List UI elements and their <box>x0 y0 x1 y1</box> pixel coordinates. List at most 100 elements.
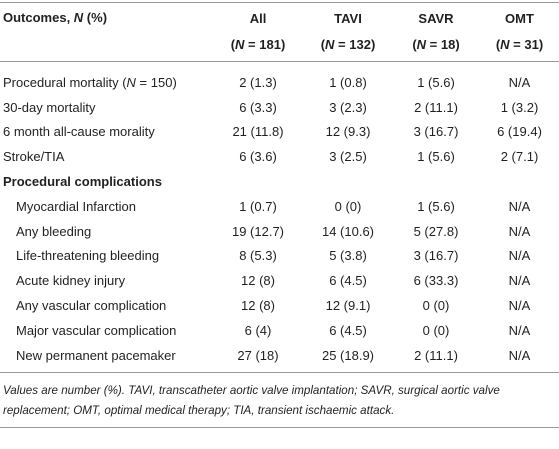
value-cell: 1 (5.6) <box>417 74 455 90</box>
table-row: Life-threatening bleeding 8 (5.3) 5 (3.8) 3… <box>0 244 559 269</box>
row-label: Life-threatening bleeding <box>0 244 212 269</box>
table-header: Outcomes, N (%) All (N = 181) TAVI (N = 132)… <box>0 2 559 62</box>
text-piece: Stroke/TIA <box>3 149 65 165</box>
text-piece: = 18) <box>426 37 460 52</box>
text-piece: Myocardial Infarction <box>16 198 136 214</box>
text-piece: 30-day mortality <box>3 99 96 115</box>
value-cell: N/A <box>508 223 531 239</box>
value-cell: N/A <box>508 248 531 264</box>
header-cell: SAVR (N = 18) <box>392 2 480 62</box>
value-cell: 1 (3.2) <box>500 99 539 115</box>
value-cell: 6 (33.3) <box>413 273 459 289</box>
value-cell: N/A <box>508 198 531 214</box>
value-cell: N/A <box>508 74 531 90</box>
text-piece: Major vascular complication <box>16 322 177 338</box>
row-label: Myocardial Infarction <box>0 194 212 219</box>
value-cell: N/A <box>508 322 531 338</box>
group-name: SAVR <box>418 11 454 26</box>
value-cell: 6 (4.5) <box>329 322 367 338</box>
table-row: Acute kidney injury 12 (8) 6 (4.5) 6 (33.3)… <box>0 268 559 293</box>
value-cell: 12 (8) <box>241 298 275 314</box>
value-cell: 2 (7.1) <box>500 149 539 165</box>
group-name: OMT <box>505 11 534 26</box>
text-piece: Any vascular complication <box>16 298 167 314</box>
value-cell: 21 (11.8) <box>232 124 284 140</box>
header-cell: Outcomes, N (%) <box>0 2 212 62</box>
value-cell: N/A <box>508 273 531 289</box>
text-piece: = 31) <box>509 37 544 52</box>
value-cell: 14 (10.6) <box>321 223 375 239</box>
text-piece: N <box>126 74 136 90</box>
value-cell: N/A <box>508 298 531 314</box>
value-cell: 0 (0) <box>422 298 450 314</box>
value-cell: 3 (2.3) <box>329 99 367 115</box>
text-piece: Life-threatening bleeding <box>16 248 160 264</box>
value-cell: 1 (5.6) <box>417 149 455 165</box>
text-piece: Outcomes, <box>3 10 74 25</box>
value-cell: 6 (3.6) <box>239 149 277 165</box>
value-cell: 27 (18) <box>212 342 304 373</box>
outcomes-table: Outcomes, N (%) All (N = 181) TAVI (N = 132)… <box>0 2 559 373</box>
table-row: Myocardial Infarction 1 (0.7) 0 (0) 1 (5.6)… <box>0 194 559 219</box>
text-piece: (%) <box>83 10 108 25</box>
row-label: Any bleeding <box>0 219 212 244</box>
value-cell: 5 (3.8) <box>329 248 367 264</box>
value-cell: 19 (12.7) <box>231 223 285 239</box>
group-name: All <box>249 11 267 26</box>
table-body: Procedural mortality (N = 150) 2 (1.3) 1 (… <box>0 62 559 373</box>
value-cell: 3 (16.7) <box>413 248 459 264</box>
value-cell: 3 (16.7) <box>413 124 459 140</box>
text-piece: N <box>73 10 84 25</box>
value-cell: 0 (0) <box>422 322 450 338</box>
text-piece: ( <box>230 37 236 52</box>
table-row: Any bleeding 19 (12.7) 14 (10.6) 5 (27.8) N/… <box>0 219 559 244</box>
footnote: Values are number (%). TAVI, transcathet… <box>0 373 559 428</box>
section-label: Procedural complications <box>3 174 162 190</box>
value-cell: 6 (4.5) <box>329 273 367 289</box>
text-piece: ( <box>320 37 326 52</box>
value-cell: 1 (0.8) <box>329 74 367 90</box>
value-cell: 2 (1.3) <box>239 74 277 90</box>
value-cell: N/A <box>480 342 559 373</box>
table-row: New permanent pacemaker 27 (18) 25 (18.9) 2… <box>0 342 559 373</box>
text-piece: = 132) <box>334 37 376 52</box>
value-cell: 12 (9.1) <box>325 298 371 314</box>
text-piece: 6 month all-cause morality <box>3 124 155 140</box>
text-piece: N <box>235 37 245 52</box>
table-row: Any vascular complication 12 (8) 12 (9.1) 0… <box>0 293 559 318</box>
header-cell: All (N = 181) <box>212 2 304 62</box>
value-cell: 6 (19.4) <box>497 124 542 140</box>
text-piece: New permanent pacemaker <box>16 347 176 363</box>
table-row: Procedural complications <box>0 169 559 194</box>
text-piece: ( <box>412 37 417 52</box>
row-label: Acute kidney injury <box>0 268 212 293</box>
value-cell: 3 (2.5) <box>329 149 367 165</box>
table-row: 6 month all-cause morality 21 (11.8) 12 (9… <box>0 120 559 145</box>
row-label: New permanent pacemaker <box>0 342 212 373</box>
row-label: Major vascular complication <box>0 318 212 343</box>
header-cell: TAVI (N = 132) <box>304 2 392 62</box>
value-cell: 2 (11.1) <box>392 342 480 373</box>
text-piece: N <box>416 37 427 52</box>
text-piece: = 181) <box>244 37 286 52</box>
row-label: 6 month all-cause morality <box>0 120 212 145</box>
value-cell: 5 (27.8) <box>413 223 459 239</box>
row-label: 30-day mortality <box>0 95 212 120</box>
value-cell: 1 (5.6) <box>417 198 455 214</box>
value-cell: 0 (0) <box>334 198 362 214</box>
value-cell: 1 (0.7) <box>239 198 277 214</box>
row-label: Procedural mortality (N = 150) <box>0 62 212 95</box>
value-cell: 8 (5.3) <box>239 248 277 264</box>
text-piece: Procedural mortality ( <box>3 74 127 90</box>
row-label: Stroke/TIA <box>0 144 212 169</box>
header-row: Outcomes, N (%) All (N = 181) TAVI (N = 132)… <box>0 2 559 62</box>
text-piece: Acute kidney injury <box>16 273 126 289</box>
value-cell: 2 (11.1) <box>414 99 458 115</box>
value-cell: 12 (8) <box>241 273 275 289</box>
text-piece: N <box>500 37 510 52</box>
text-piece: = 150) <box>135 74 177 90</box>
table-container: Outcomes, N (%) All (N = 181) TAVI (N = 132)… <box>0 2 559 428</box>
text-piece: Any bleeding <box>16 223 92 239</box>
